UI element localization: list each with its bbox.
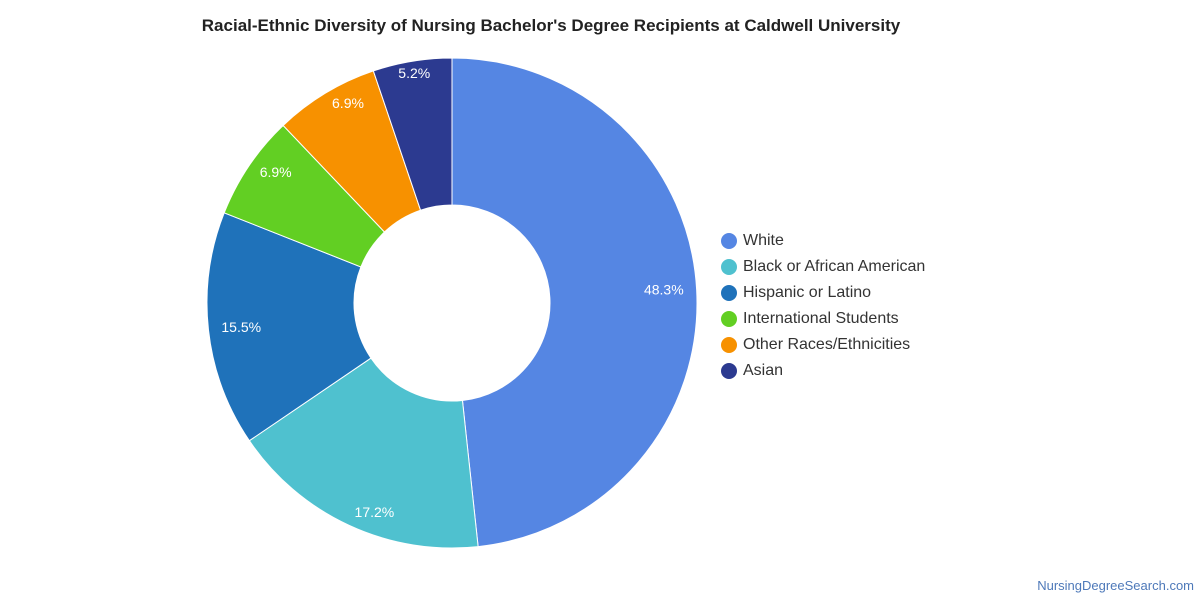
legend-swatch <box>721 363 737 379</box>
slice-label-international-students: 6.9% <box>260 164 292 180</box>
legend-item-other-races-ethnicities[interactable]: Other Races/Ethnicities <box>721 332 925 358</box>
legend-label: Other Races/Ethnicities <box>743 336 911 353</box>
slice-hispanic-or-latino[interactable] <box>206 212 372 442</box>
slice-white[interactable] <box>451 57 698 548</box>
legend-item-black-or-african-american[interactable]: Black or African American <box>721 254 925 280</box>
legend-item-asian[interactable]: Asian <box>721 358 925 384</box>
legend-label: Black or African American <box>743 258 926 275</box>
legend-item-international-students[interactable]: International Students <box>721 306 925 332</box>
legend-swatch <box>721 337 737 353</box>
slice-label-asian: 5.2% <box>398 65 430 81</box>
slice-group <box>206 57 698 549</box>
legend: White Black or African American Hispanic o… <box>721 228 925 384</box>
slice-label-other-races-ethnicities: 6.9% <box>332 95 364 111</box>
legend-swatch <box>721 311 737 327</box>
legend-label: Hispanic or Latino <box>743 284 872 301</box>
slice-label-black-or-african-american: 17.2% <box>355 504 395 520</box>
legend-label: Asian <box>743 362 784 379</box>
legend-item-hispanic-or-latino[interactable]: Hispanic or Latino <box>721 280 925 306</box>
legend-label: International Students <box>743 310 899 327</box>
legend-label: White <box>743 232 784 249</box>
legend-swatch <box>721 259 737 275</box>
legend-swatch <box>721 285 737 301</box>
slice-asian[interactable] <box>372 57 453 211</box>
legend-swatch <box>721 233 737 249</box>
slice-black-or-african-american[interactable] <box>248 357 479 549</box>
slice-label-hispanic-or-latino: 15.5% <box>221 319 261 335</box>
legend-item-white[interactable]: White <box>721 228 925 254</box>
chart-title: Racial-Ethnic Diversity of Nursing Bache… <box>201 16 901 35</box>
slice-label-group: 48.3% 17.2% 15.5% 6.9% 6.9% 5.2% <box>221 65 683 520</box>
credit-link[interactable]: NursingDegreeSearch.com <box>1037 578 1194 593</box>
slice-label-white: 48.3% <box>644 281 684 297</box>
